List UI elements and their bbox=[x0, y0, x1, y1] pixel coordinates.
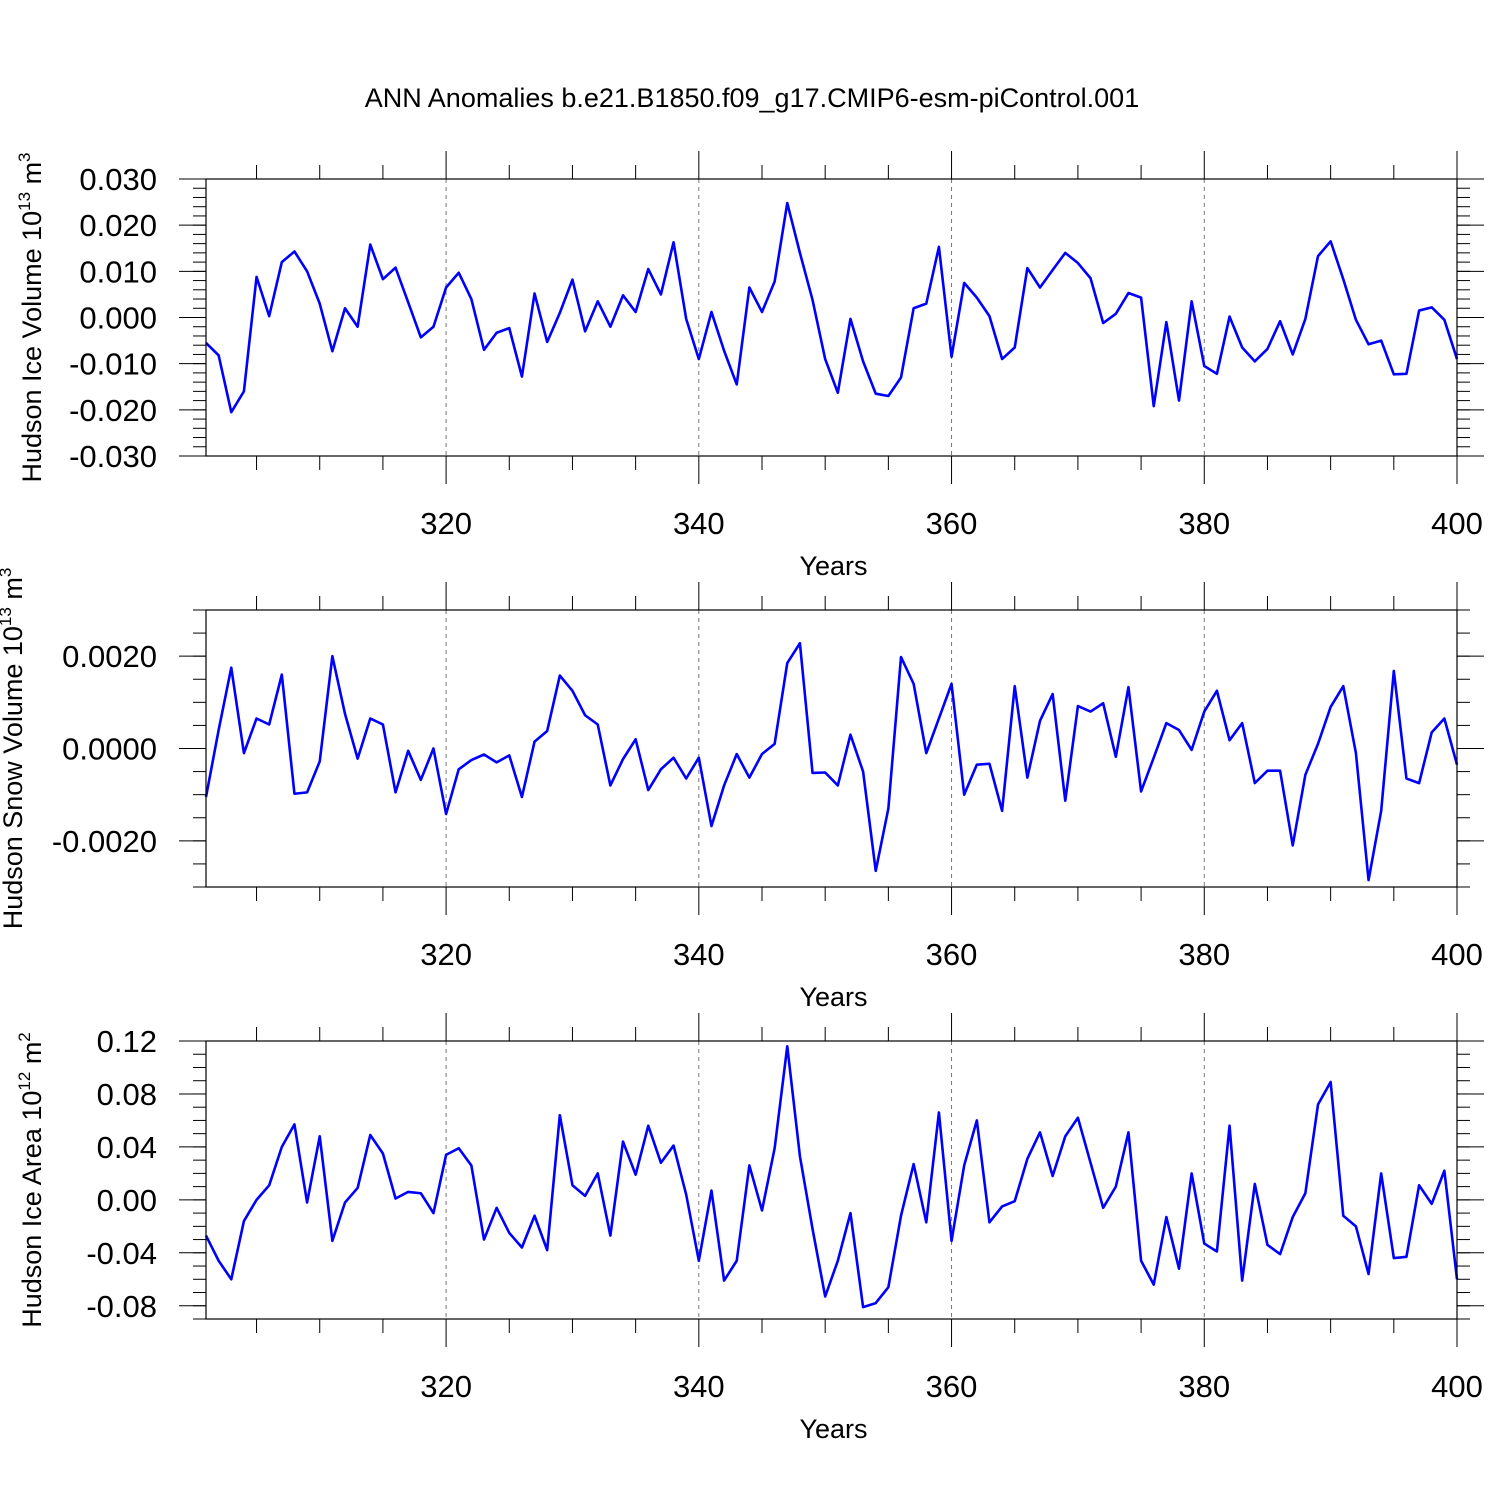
series-line bbox=[204, 1045, 1459, 1309]
y-tick-label: 0.00 bbox=[97, 1183, 157, 1218]
panel-3: -0.08 -0.04 0.00 0.04 0.08 0.12 320 340 360 380 40… bbox=[15, 1013, 1484, 1444]
y-tick-label: 0.020 bbox=[79, 208, 157, 243]
y-tick-label: -0.0020 bbox=[52, 824, 157, 859]
x-tick-label: 400 bbox=[1431, 937, 1483, 972]
x-tick-label: 360 bbox=[926, 1369, 978, 1404]
x-tick-label: 340 bbox=[673, 1369, 725, 1404]
y-tick-label: -0.08 bbox=[86, 1289, 157, 1324]
y-axis-label-unit: m bbox=[0, 577, 28, 607]
y-tick-label: 0.010 bbox=[79, 254, 157, 289]
y-axis-label: Hudson Ice Volume 1013 m3 bbox=[15, 152, 47, 482]
y-axis-label-exponent: 13 bbox=[0, 607, 15, 626]
panel-2: -0.0020 0.0000 0.0020 320 340 360 380 400 Years H… bbox=[0, 568, 1484, 1012]
y-tick-label: -0.010 bbox=[69, 347, 157, 382]
y-axis-label-unit-exponent: 3 bbox=[15, 152, 34, 161]
x-tick-label: 380 bbox=[1178, 937, 1230, 972]
x-axis-label: Years bbox=[799, 982, 867, 1012]
x-tick-label: 320 bbox=[420, 1369, 472, 1404]
x-tick-label: 320 bbox=[420, 937, 472, 972]
y-axis-label-main: Hudson Ice Volume 10 bbox=[17, 211, 47, 483]
panel-1: -0.030 -0.020 -0.010 0.000 0.010 0.020 0.030 32… bbox=[15, 151, 1484, 581]
series-line bbox=[204, 641, 1459, 882]
y-axis-label-unit: m bbox=[17, 162, 47, 192]
x-tick-label: 360 bbox=[926, 937, 978, 972]
plot-frame bbox=[205, 609, 1458, 888]
y-tick-label: -0.04 bbox=[86, 1236, 157, 1271]
y-axis-label-unit-exponent: 3 bbox=[0, 568, 15, 577]
y-axis-label-exponent: 13 bbox=[15, 192, 34, 211]
plot-frame bbox=[205, 178, 1458, 457]
y-tick-label: 0.0020 bbox=[62, 639, 157, 674]
y-tick-label: 0.0000 bbox=[62, 732, 157, 767]
x-axis-label: Years bbox=[799, 551, 867, 581]
x-tick-label: 360 bbox=[926, 506, 978, 541]
y-axis-label: Hudson Ice Area 1012 m2 bbox=[15, 1032, 47, 1328]
y-axis-label-exponent: 12 bbox=[15, 1072, 34, 1091]
y-axis-label-unit-exponent: 2 bbox=[15, 1032, 34, 1041]
y-axis-label-main: Hudson Snow Volume 10 bbox=[0, 626, 28, 929]
y-axis-label-main: Hudson Ice Area 10 bbox=[17, 1091, 47, 1328]
y-tick-label: 0.04 bbox=[97, 1130, 157, 1165]
y-tick-label: 0.08 bbox=[97, 1077, 157, 1112]
y-tick-label: 0.12 bbox=[97, 1024, 157, 1059]
x-tick-label: 400 bbox=[1431, 506, 1483, 541]
y-axis-label: Hudson Snow Volume 1013 m3 bbox=[0, 568, 28, 930]
x-tick-label: 340 bbox=[673, 937, 725, 972]
series-line bbox=[205, 201, 1459, 414]
y-tick-label: -0.030 bbox=[69, 439, 157, 474]
figure-title: ANN Anomalies b.e21.B1850.f09_g17.CMIP6-… bbox=[365, 83, 1139, 113]
x-tick-label: 380 bbox=[1178, 506, 1230, 541]
x-tick-label: 340 bbox=[673, 506, 725, 541]
y-tick-label: -0.020 bbox=[69, 393, 157, 428]
x-tick-label: 380 bbox=[1178, 1369, 1230, 1404]
y-axis-label-unit: m bbox=[17, 1042, 47, 1072]
plot-frame bbox=[205, 1040, 1458, 1320]
x-axis-label: Years bbox=[799, 1414, 867, 1444]
x-tick-label: 400 bbox=[1431, 1369, 1483, 1404]
x-tick-label: 320 bbox=[420, 506, 472, 541]
y-tick-label: 0.030 bbox=[79, 162, 157, 197]
y-tick-label: 0.000 bbox=[79, 301, 157, 336]
